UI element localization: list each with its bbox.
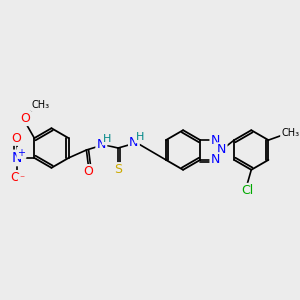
Text: Cl: Cl bbox=[241, 184, 254, 197]
Text: O: O bbox=[11, 171, 20, 184]
Text: CH₃: CH₃ bbox=[31, 100, 49, 110]
Text: N: N bbox=[97, 138, 106, 151]
Text: N: N bbox=[129, 136, 139, 148]
Text: N: N bbox=[11, 151, 22, 165]
Text: N: N bbox=[211, 153, 220, 167]
Text: H: H bbox=[136, 132, 144, 142]
Text: S: S bbox=[114, 163, 122, 176]
Text: H: H bbox=[103, 134, 111, 144]
Text: O: O bbox=[20, 112, 30, 125]
Text: N: N bbox=[211, 134, 220, 147]
Text: +: + bbox=[17, 148, 26, 158]
Text: N: N bbox=[217, 143, 226, 157]
Text: CH₃: CH₃ bbox=[281, 128, 299, 138]
Text: O: O bbox=[83, 165, 93, 178]
Text: ⁻: ⁻ bbox=[19, 175, 24, 185]
Text: O: O bbox=[12, 132, 21, 145]
